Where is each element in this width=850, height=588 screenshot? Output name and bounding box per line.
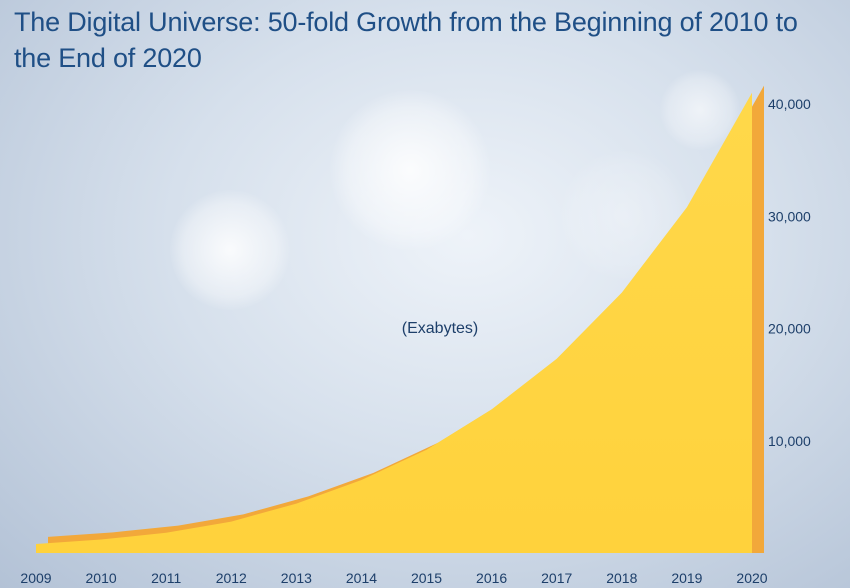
- y-axis-ticks: 10,000 20,000 30,000 40,000: [768, 96, 811, 449]
- data-point-2010: [101, 539, 102, 540]
- data-point-2014: [361, 480, 362, 481]
- x-tick-label: 2010: [86, 570, 117, 586]
- data-point-2013: [296, 503, 297, 504]
- x-tick-label: 2009: [20, 570, 51, 586]
- data-point-2016: [491, 409, 492, 410]
- bokeh-light-2: [330, 90, 490, 250]
- bokeh-light-3: [660, 70, 740, 150]
- x-tick-label: 2011: [151, 570, 181, 586]
- data-point-2012: [231, 521, 232, 522]
- y-tick-label: 10,000: [768, 433, 811, 449]
- x-tick-label: 2019: [671, 570, 702, 586]
- unit-label: (Exabytes): [402, 320, 478, 337]
- y-tick-label: 30,000: [768, 208, 811, 224]
- data-point-2017: [556, 358, 557, 359]
- x-tick-label: 2014: [346, 570, 377, 586]
- area-series-fill: [36, 92, 752, 554]
- x-tick-label: 2017: [541, 570, 572, 586]
- x-tick-label: 2020: [736, 570, 767, 586]
- data-point-2009: [36, 544, 37, 545]
- x-tick-label: 2018: [606, 570, 637, 586]
- x-tick-label: 2015: [411, 570, 442, 586]
- y-tick-label: 40,000: [768, 96, 811, 112]
- x-tick-label: 2012: [216, 570, 247, 586]
- data-point-2019: [686, 207, 687, 208]
- x-tick-label: 2013: [281, 570, 312, 586]
- data-point-2020: [752, 92, 753, 93]
- data-point-2015: [426, 449, 427, 450]
- x-axis-ticks: 2009 2010 2011 2012 2013 2014 2015 2016 2017 2018…: [20, 570, 767, 586]
- x-tick-label: 2016: [476, 570, 507, 586]
- bokeh-light-1: [170, 190, 290, 310]
- data-point-2018: [621, 292, 622, 293]
- y-tick-label: 20,000: [768, 321, 811, 337]
- data-point-2011: [166, 532, 167, 533]
- chart-title: The Digital Universe: 50-fold Growth fro…: [14, 7, 798, 73]
- area-group: [36, 85, 764, 554]
